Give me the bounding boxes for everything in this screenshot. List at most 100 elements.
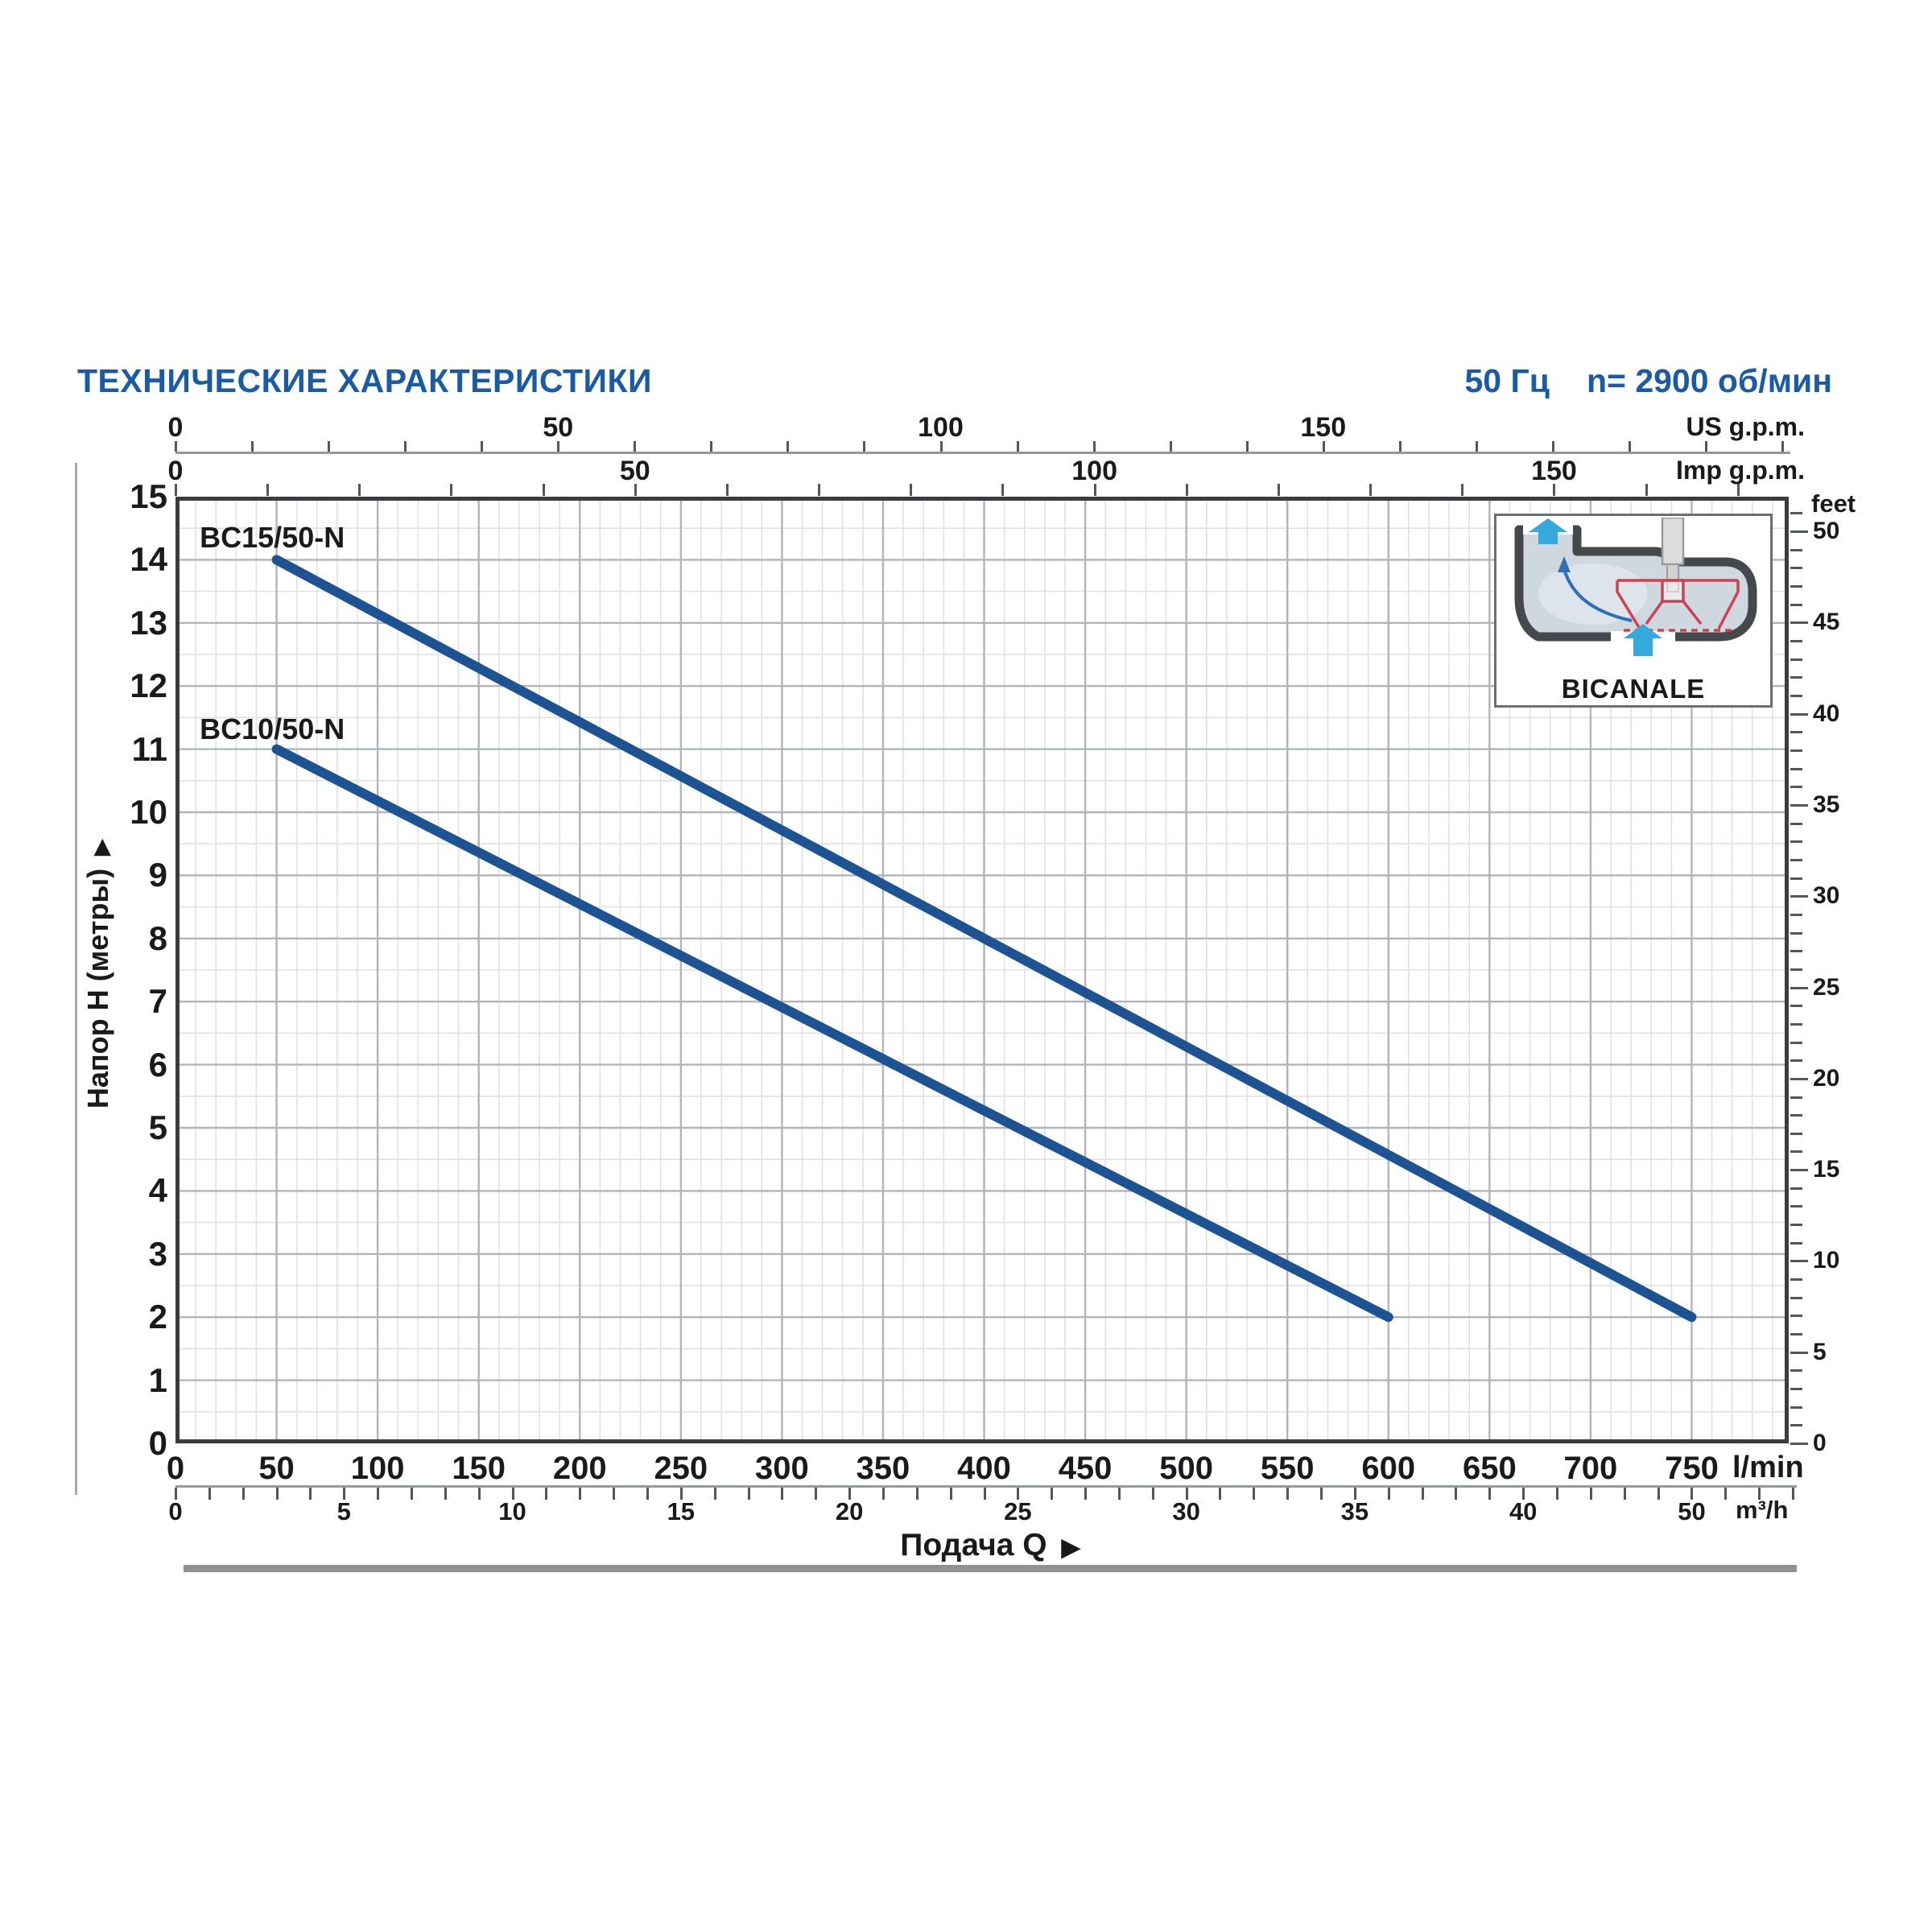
m3h-tick — [1657, 1488, 1660, 1500]
m3h-tick — [949, 1488, 952, 1500]
feet-tick — [1790, 1169, 1808, 1172]
m3h-tick — [1253, 1488, 1256, 1500]
feet-tick — [1790, 950, 1802, 953]
us-gpm-tick-label: 0 — [167, 412, 184, 443]
lmin-unit-label: l/min — [1732, 1451, 1804, 1484]
feet-tick-label: 30 — [1813, 882, 1840, 910]
imp-gpm-tick — [725, 484, 729, 496]
feet-tick — [1790, 603, 1802, 606]
us-gpm-tick — [1245, 441, 1249, 452]
feet-tick-label: 10 — [1813, 1247, 1840, 1274]
imp-gpm-tick — [450, 484, 453, 496]
m3h-tick-label: 40 — [1509, 1497, 1538, 1525]
m3h-tick — [1690, 1488, 1694, 1500]
feet-tick — [1790, 1041, 1802, 1044]
m3h-tick — [1151, 1488, 1154, 1500]
x-axis-title: Подача Q ▶ — [805, 1528, 1175, 1563]
imp-gpm-tick — [1736, 484, 1740, 496]
feet-tick — [1790, 712, 1808, 716]
feet-tick — [1790, 1150, 1802, 1154]
m3h-tick — [881, 1488, 885, 1500]
impeller-inset: BICANALE — [1494, 514, 1773, 708]
feet-tick — [1790, 1351, 1808, 1354]
m3h-tick — [1117, 1488, 1121, 1500]
y-tick-label-m: 1 — [148, 1360, 167, 1399]
m3h-tick — [983, 1488, 986, 1500]
m3h-tick — [579, 1488, 582, 1500]
us-gpm-tick — [328, 441, 331, 452]
m3h-tick — [1522, 1488, 1525, 1500]
m3h-tick — [511, 1488, 514, 1500]
m3h-tick-label: 0 — [168, 1497, 183, 1525]
m3h-tick-label: 15 — [667, 1497, 696, 1525]
us-gpm-tick — [1551, 441, 1554, 452]
series-label-BC15/50-N: BC15/50-N — [200, 520, 345, 554]
us-gpm-tick — [1016, 441, 1019, 452]
feet-tick — [1790, 567, 1802, 570]
feet-tick — [1790, 1388, 1802, 1391]
feet-tick — [1790, 840, 1802, 844]
inset-caption: BICANALE — [1561, 674, 1706, 704]
suction-arrow-icon — [1624, 624, 1662, 656]
lmin-tick-label: 100 — [350, 1451, 405, 1486]
us-gpm-tick — [404, 441, 407, 452]
m3h-tick — [1623, 1488, 1626, 1500]
m3h-tick-label: 50 — [1678, 1497, 1706, 1525]
m3h-tick — [275, 1488, 279, 1500]
imp-gpm-tick — [358, 484, 361, 496]
up-arrow-icon: ▶ — [89, 839, 113, 856]
y-tick-label-m: 2 — [148, 1298, 167, 1336]
us-gpm-tick — [939, 441, 943, 452]
feet-tick — [1790, 1022, 1802, 1026]
feet-tick-label: 35 — [1813, 791, 1840, 818]
feet-tick — [1790, 803, 1808, 807]
feet-tick — [1790, 877, 1802, 880]
us-gpm-unit-label: US g.p.m. — [1686, 412, 1805, 441]
m3h-tick — [343, 1488, 346, 1500]
m3h-tick — [1556, 1488, 1559, 1500]
y-tick-label-m: 4 — [148, 1171, 167, 1210]
y-tick-label-m: 11 — [131, 729, 167, 768]
m3h-tick — [1455, 1488, 1458, 1500]
feet-tick — [1790, 658, 1802, 661]
imp-gpm-tick-label: 0 — [167, 456, 184, 486]
us-gpm-tick — [251, 441, 254, 452]
m3h-tick — [781, 1488, 784, 1500]
page-title: ТЕХНИЧЕСКИЕ ХАРАКТЕРИСТИКИ — [77, 362, 652, 399]
us-gpm-tick — [557, 441, 560, 452]
m3h-tick-label: 35 — [1340, 1497, 1369, 1525]
m3h-tick — [915, 1488, 919, 1500]
m3h-tick — [1589, 1488, 1592, 1500]
feet-tick — [1790, 530, 1808, 534]
m3h-tick-label: 5 — [336, 1497, 351, 1525]
m3h-tick — [309, 1488, 312, 1500]
impeller-diagram — [1514, 518, 1757, 656]
feet-tick-label: 45 — [1813, 609, 1840, 636]
m3h-tick — [175, 1488, 177, 1500]
y-tick-label-m: 7 — [148, 982, 167, 1021]
y-tick-label-m: 0 — [148, 1424, 167, 1462]
imp-gpm-tick — [1093, 484, 1096, 496]
m3h-tick — [713, 1488, 716, 1500]
m3h-tick — [208, 1488, 211, 1500]
feet-tick — [1790, 1296, 1802, 1299]
feet-tick-label: 40 — [1813, 700, 1840, 727]
feet-tick — [1790, 695, 1802, 698]
m3h-tick — [1421, 1488, 1424, 1500]
feet-tick — [1790, 931, 1802, 935]
lmin-tick-label: 450 — [1058, 1451, 1113, 1486]
pump-shaft — [1661, 518, 1685, 592]
imp-gpm-tick — [910, 484, 913, 496]
us-gpm-tick — [1628, 441, 1631, 452]
us-gpm-tick — [481, 441, 484, 452]
m3h-unit-label: m³/h — [1736, 1496, 1789, 1524]
m3h-tick — [679, 1488, 683, 1500]
m3h-tick — [545, 1488, 548, 1500]
imp-gpm-tick — [266, 484, 270, 496]
lmin-tick-label: 700 — [1563, 1451, 1618, 1486]
m3h-tick — [613, 1488, 616, 1500]
feet-tick — [1790, 858, 1802, 861]
m3h-tick-label: 20 — [835, 1497, 864, 1525]
m3h-tick — [1792, 1488, 1795, 1500]
us-gpm-axis-line — [175, 452, 1790, 454]
